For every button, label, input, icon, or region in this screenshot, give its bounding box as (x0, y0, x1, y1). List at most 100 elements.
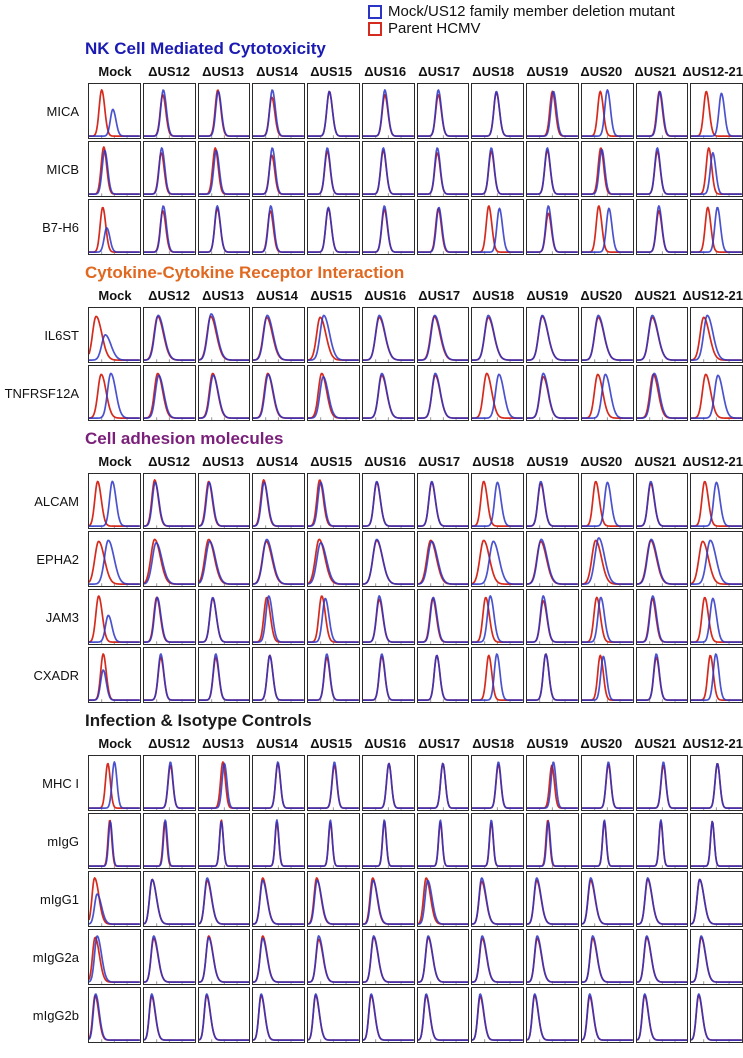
histogram-panel (580, 365, 634, 421)
histogram-panel (88, 755, 141, 811)
histogram-panel (361, 755, 415, 811)
histogram-row: EPHA2 (0, 531, 743, 587)
histogram-panel (197, 589, 251, 645)
legend-item-parent: Parent HCMV (368, 20, 743, 37)
histogram-panel (416, 589, 470, 645)
histogram-panel (526, 473, 579, 529)
histogram-panel (361, 813, 415, 869)
column-header: ΔUS20 (580, 288, 623, 303)
column-header: ΔUS19 (526, 736, 569, 751)
section-title: Cell adhesion molecules (85, 429, 284, 448)
histogram-panel (142, 473, 196, 529)
column-header: ΔUS12-21 (682, 64, 743, 79)
histogram-row: CXADR (0, 647, 743, 703)
histogram-panel (307, 141, 360, 197)
column-header: ΔUS13 (202, 736, 245, 751)
histogram-panel (690, 813, 743, 869)
row-label: MICB (46, 161, 80, 177)
histogram-panel (635, 307, 689, 363)
histogram-panel (635, 929, 689, 985)
histogram-panel (635, 473, 689, 529)
histogram-panel (307, 755, 360, 811)
histogram-panel (526, 929, 579, 985)
histogram-row: IL6ST (0, 307, 743, 363)
histogram-panel (690, 531, 743, 587)
row-label: CXADR (33, 667, 79, 683)
column-header: ΔUS21 (634, 64, 677, 79)
histogram-panel (471, 987, 524, 1043)
row-label: MICA (46, 103, 80, 119)
histogram-panel (580, 929, 634, 985)
histogram-row: mIgG2b (0, 987, 743, 1043)
histogram-panel (307, 813, 360, 869)
histogram-panel (526, 365, 579, 421)
row-label: JAM3 (45, 609, 79, 625)
section-nk-cytotoxicity: NK Cell Mediated Cytotoxicity Mock ΔUS12 Δ… (0, 39, 743, 255)
histogram-panel (526, 755, 579, 811)
histogram-panel (416, 365, 470, 421)
section-isotype-controls: Infection & Isotype Controls Mock ΔUS12 ΔU… (0, 711, 743, 1043)
histogram-panel (635, 813, 689, 869)
histogram-panel (252, 755, 305, 811)
histogram-panel (307, 83, 360, 139)
histogram-panel (142, 307, 196, 363)
row-label: MHC I (42, 775, 79, 791)
histogram-panel (307, 987, 360, 1043)
column-header: ΔUS14 (256, 64, 299, 79)
histogram-panel (471, 83, 524, 139)
column-header: ΔUS20 (580, 454, 623, 469)
column-header-row: Mock ΔUS12 ΔUS13 ΔUS14 ΔUS15 ΔUS16 ΔUS17 ΔUS18 Δ… (88, 453, 743, 471)
histogram-panel (197, 755, 251, 811)
histogram-panel (197, 929, 251, 985)
histogram-panel (88, 307, 141, 363)
histogram-panel (252, 473, 305, 529)
histogram-panel (635, 531, 689, 587)
histogram-panel (580, 987, 634, 1043)
column-header: ΔUS14 (256, 454, 299, 469)
histogram-panel (361, 199, 415, 255)
histogram-panel (197, 365, 251, 421)
histogram-row: TNFRSF12A (0, 365, 743, 421)
column-header: ΔUS12 (148, 736, 190, 751)
column-header: ΔUS12-21 (682, 736, 743, 751)
histogram-panel (690, 929, 743, 985)
column-header: Mock (98, 64, 132, 79)
histogram-panel (471, 929, 524, 985)
histogram-panel (635, 83, 689, 139)
row-label: EPHA2 (36, 551, 79, 567)
column-header: ΔUS20 (580, 64, 623, 79)
row-label: mIgG (47, 833, 79, 849)
histogram-panel (361, 83, 415, 139)
histogram-panel (88, 199, 141, 255)
histogram-panel (526, 589, 579, 645)
histogram-panel (471, 589, 524, 645)
histogram-panel (197, 83, 251, 139)
histogram-panel (252, 871, 305, 927)
histogram-row: ALCAM (0, 473, 743, 529)
histogram-panel (635, 141, 689, 197)
column-header: ΔUS18 (472, 64, 515, 79)
histogram-panel (142, 871, 196, 927)
histogram-panel (580, 141, 634, 197)
column-header: ΔUS16 (364, 454, 407, 469)
histogram-panel (307, 929, 360, 985)
histogram-panel (690, 83, 743, 139)
histogram-panel (252, 83, 305, 139)
section-title: NK Cell Mediated Cytotoxicity (85, 39, 326, 58)
histogram-panel (416, 83, 470, 139)
histogram-panel (88, 987, 141, 1043)
column-header: ΔUS14 (256, 288, 299, 303)
column-header-row: Mock ΔUS12 ΔUS13 ΔUS14 ΔUS15 ΔUS16 ΔUS17 ΔUS18 Δ… (88, 287, 743, 305)
section-cytokine-receptor: Cytokine-Cytokine Receptor Interaction M… (0, 263, 743, 421)
column-header: ΔUS15 (310, 454, 353, 469)
histogram-panel (142, 199, 196, 255)
column-header: ΔUS21 (634, 288, 677, 303)
histogram-panel (142, 755, 196, 811)
histogram-panel (361, 473, 415, 529)
section-title: Cytokine-Cytokine Receptor Interaction (85, 263, 405, 282)
column-header: ΔUS17 (418, 64, 461, 79)
histogram-panel (635, 589, 689, 645)
column-header-row: Mock ΔUS12 ΔUS13 ΔUS14 ΔUS15 ΔUS16 ΔUS17 ΔUS18 Δ… (88, 63, 743, 81)
histogram-row: MICB (0, 141, 743, 197)
histogram-panel (88, 647, 141, 703)
